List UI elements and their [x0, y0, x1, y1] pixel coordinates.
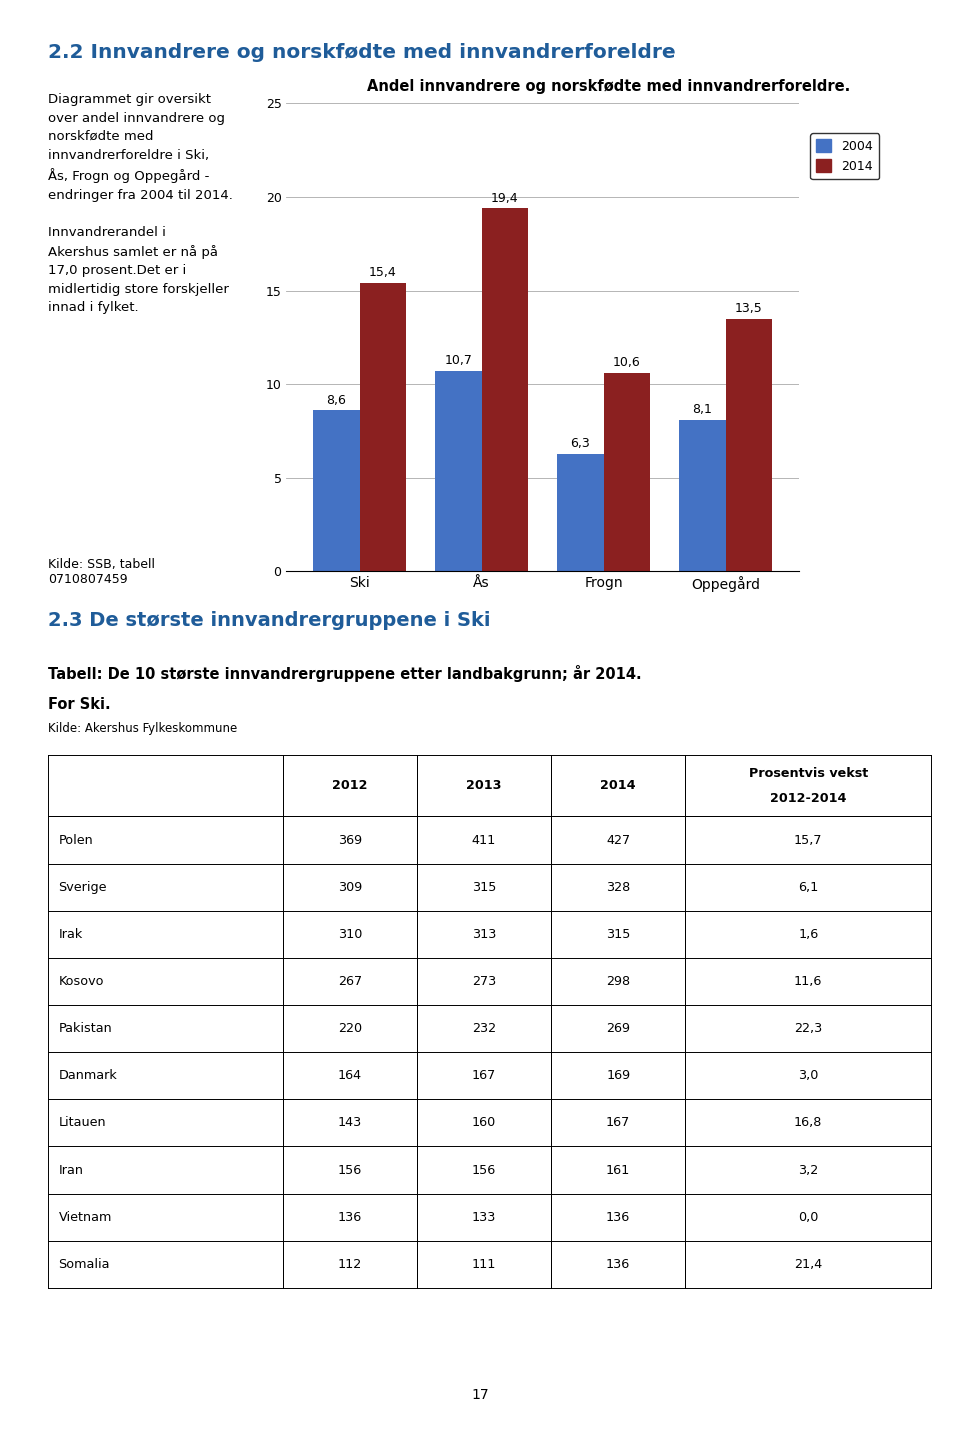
Text: 313: 313 — [471, 927, 496, 940]
Text: 13,5: 13,5 — [734, 302, 762, 315]
Text: 167: 167 — [472, 1069, 496, 1082]
Text: 16,8: 16,8 — [794, 1116, 823, 1129]
Text: 2012: 2012 — [332, 780, 368, 793]
Text: 8,6: 8,6 — [326, 394, 347, 406]
Text: Tabell: De 10 største innvandrergruppene etter landbakgrunn; år 2014.: Tabell: De 10 største innvandrergruppene… — [48, 665, 641, 683]
Text: 273: 273 — [472, 975, 496, 987]
Text: 309: 309 — [338, 880, 362, 894]
Text: Prosentvis vekst: Prosentvis vekst — [749, 767, 868, 780]
Text: 2013: 2013 — [467, 780, 502, 793]
Text: 143: 143 — [338, 1116, 362, 1129]
Text: 136: 136 — [606, 1211, 631, 1224]
Text: 160: 160 — [472, 1116, 496, 1129]
Text: 6,3: 6,3 — [570, 436, 590, 449]
Text: Somalia: Somalia — [59, 1258, 110, 1271]
Text: 167: 167 — [606, 1116, 631, 1129]
Text: 15,7: 15,7 — [794, 833, 823, 847]
Text: 2.3 De største innvandrergruppene i Ski: 2.3 De største innvandrergruppene i Ski — [48, 611, 491, 630]
Text: 310: 310 — [338, 927, 362, 940]
Bar — [435, 371, 482, 571]
Text: For Ski.: For Ski. — [48, 697, 110, 711]
Text: 269: 269 — [606, 1022, 630, 1035]
Text: 15,4: 15,4 — [369, 266, 396, 279]
Text: 164: 164 — [338, 1069, 362, 1082]
Text: Pakistan: Pakistan — [59, 1022, 112, 1035]
Text: 411: 411 — [472, 833, 496, 847]
Text: Sverige: Sverige — [59, 880, 108, 894]
Text: 1,6: 1,6 — [798, 927, 818, 940]
Text: Vietnam: Vietnam — [59, 1211, 112, 1224]
Text: 22,3: 22,3 — [794, 1022, 823, 1035]
Text: Polen: Polen — [59, 833, 93, 847]
Text: 19,4: 19,4 — [491, 192, 518, 205]
Bar — [313, 411, 360, 571]
Text: 112: 112 — [338, 1258, 362, 1271]
Text: 315: 315 — [606, 927, 631, 940]
Text: 220: 220 — [338, 1022, 362, 1035]
Bar — [726, 319, 772, 571]
Text: 2012-2014: 2012-2014 — [770, 791, 847, 804]
Text: Kilde: Akershus Fylkeskommune: Kilde: Akershus Fylkeskommune — [48, 723, 237, 736]
Text: Litauen: Litauen — [59, 1116, 107, 1129]
Text: Diagrammet gir oversikt
over andel innvandrere og
norskfødte med
innvandrerforel: Diagrammet gir oversikt over andel innva… — [48, 93, 233, 313]
Text: 3,0: 3,0 — [798, 1069, 819, 1082]
Bar — [679, 419, 726, 571]
Text: 232: 232 — [472, 1022, 496, 1035]
Text: 0,0: 0,0 — [798, 1211, 819, 1224]
Text: 328: 328 — [606, 880, 631, 894]
Text: 2014: 2014 — [600, 780, 636, 793]
Bar — [604, 373, 650, 571]
Text: 8,1: 8,1 — [692, 404, 712, 416]
Text: Kilde: SSB, tabell
0710807459: Kilde: SSB, tabell 0710807459 — [48, 558, 155, 587]
Text: 156: 156 — [338, 1163, 362, 1176]
Text: 156: 156 — [472, 1163, 496, 1176]
Text: 10,6: 10,6 — [612, 356, 640, 369]
Text: 267: 267 — [338, 975, 362, 987]
Bar — [557, 454, 604, 571]
Text: 10,7: 10,7 — [444, 355, 472, 368]
Text: Kosovo: Kosovo — [59, 975, 104, 987]
Text: 21,4: 21,4 — [794, 1258, 823, 1271]
Text: 136: 136 — [338, 1211, 362, 1224]
Text: 161: 161 — [606, 1163, 631, 1176]
Text: 369: 369 — [338, 833, 362, 847]
Text: 298: 298 — [606, 975, 630, 987]
Text: 3,2: 3,2 — [798, 1163, 818, 1176]
Text: 6,1: 6,1 — [798, 880, 818, 894]
Text: 315: 315 — [471, 880, 496, 894]
Text: 169: 169 — [606, 1069, 630, 1082]
Legend: 2004, 2014: 2004, 2014 — [810, 133, 879, 179]
Text: 111: 111 — [471, 1258, 496, 1271]
Text: 17: 17 — [471, 1388, 489, 1402]
Bar — [482, 209, 528, 571]
Text: 427: 427 — [606, 833, 630, 847]
Text: 11,6: 11,6 — [794, 975, 823, 987]
Text: 133: 133 — [471, 1211, 496, 1224]
Text: Iran: Iran — [59, 1163, 84, 1176]
Text: Irak: Irak — [59, 927, 83, 940]
Text: Danmark: Danmark — [59, 1069, 117, 1082]
Text: Andel innvandrere og norskfødte med innvandrerforeldre.: Andel innvandrere og norskfødte med innv… — [368, 79, 851, 93]
Text: 136: 136 — [606, 1258, 631, 1271]
Bar — [360, 283, 406, 571]
Text: 2.2 Innvandrere og norskfødte med innvandrerforeldre: 2.2 Innvandrere og norskfødte med innvan… — [48, 43, 676, 62]
